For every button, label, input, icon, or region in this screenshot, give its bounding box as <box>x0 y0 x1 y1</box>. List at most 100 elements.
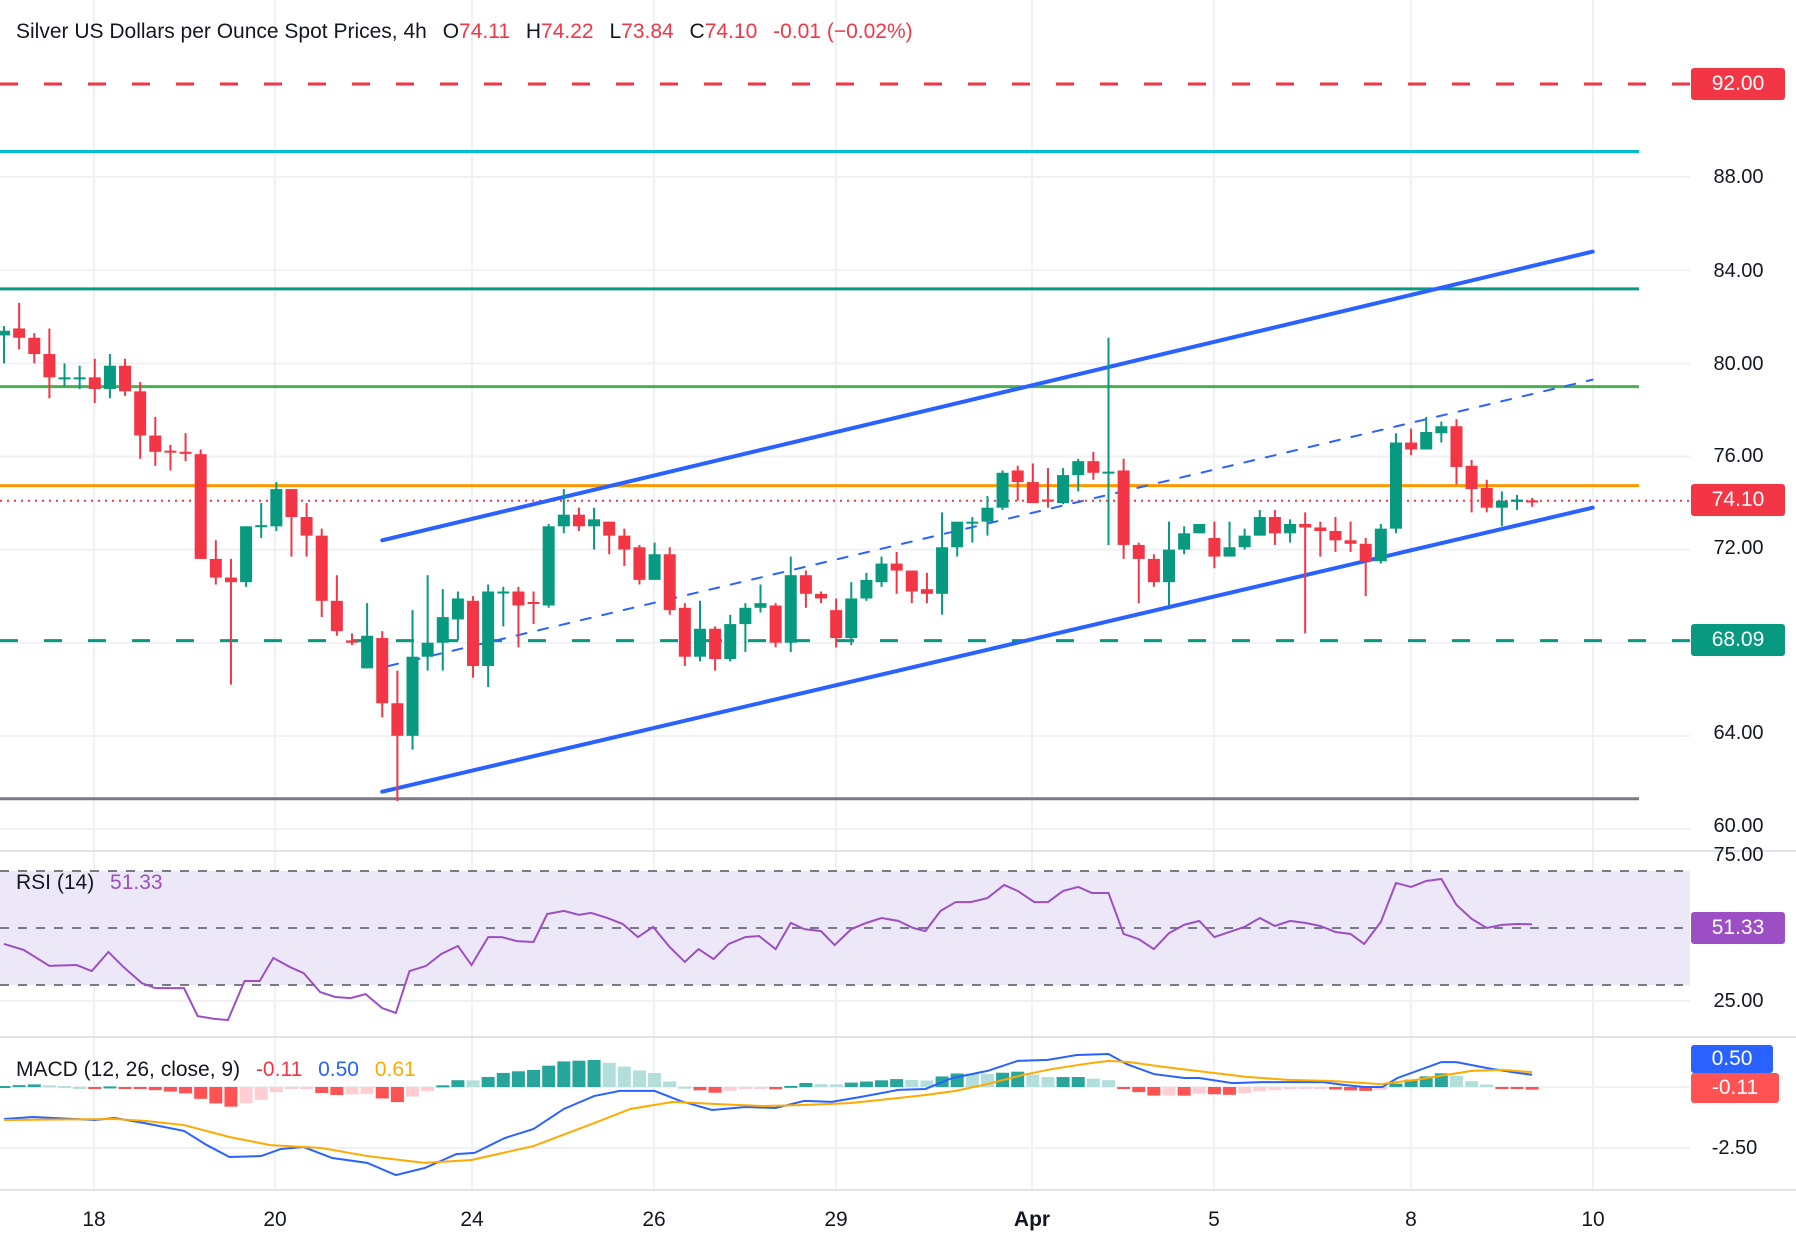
candle-body <box>421 642 434 657</box>
macd-histogram-bar <box>527 1069 541 1087</box>
signal-line <box>3 1059 1533 1164</box>
macd-histogram-bar <box>1162 1087 1176 1096</box>
candle-body <box>300 517 313 536</box>
macd-title: MACD (12, 26, close, 9) <box>16 1058 241 1081</box>
candle-body <box>618 535 631 550</box>
macd-histogram-bar <box>769 1087 783 1090</box>
macd-histogram-bar <box>284 1087 298 1089</box>
low-label: L <box>609 20 622 43</box>
candle-body <box>255 525 268 528</box>
rsi-title: RSI (14) <box>16 871 95 894</box>
candle-body <box>1299 523 1312 528</box>
macd-histogram-bar <box>315 1087 329 1093</box>
macd-legend[interactable]: MACD (12, 26, close, 9) -0.11 0.50 0.61 <box>16 1058 416 1082</box>
candle-body <box>527 601 540 604</box>
rsi-legend[interactable]: RSI (14) 51.33 <box>16 871 163 895</box>
candle-body <box>1193 523 1206 534</box>
candle-body <box>1253 517 1266 536</box>
candle-body <box>1041 499 1054 502</box>
macd-histogram-bar <box>88 1087 102 1089</box>
rsi-tick: 25.00 <box>1713 990 1764 1012</box>
macd-histogram-bar <box>663 1081 677 1087</box>
price-tick: 64.00 <box>1713 722 1764 744</box>
macd-histogram-bar <box>1132 1087 1146 1093</box>
candle-body <box>88 377 101 389</box>
macd-histogram-bar <box>1374 1087 1388 1090</box>
candle-body <box>58 377 71 380</box>
candle-body <box>376 638 389 704</box>
macd-histogram-bar <box>814 1084 828 1087</box>
price-tick: 88.00 <box>1713 166 1764 188</box>
candle-body <box>482 591 495 666</box>
last-price-badge: 74.10 <box>1691 484 1785 516</box>
candle-body <box>497 591 510 594</box>
candle-body <box>149 435 162 452</box>
macd-histogram-bar <box>693 1087 707 1091</box>
macd-histogram-bar <box>118 1087 132 1089</box>
macd-histogram-bar <box>496 1072 510 1087</box>
macd-histogram-bar <box>12 1085 26 1088</box>
candle-body <box>542 526 555 606</box>
time-tick: 20 <box>263 1208 287 1231</box>
candle-body <box>1208 537 1221 557</box>
candle-body <box>179 451 192 454</box>
macd-histogram-bar <box>421 1087 435 1091</box>
macd-histogram-bar <box>617 1066 631 1087</box>
time-tick: 29 <box>824 1208 848 1231</box>
candle-body <box>1163 549 1176 583</box>
candle-body <box>996 472 1009 508</box>
macd-histogram-bar <box>1147 1087 1161 1096</box>
candle-body <box>28 337 41 355</box>
macd-histogram-bar <box>133 1087 147 1089</box>
channel-lower-line <box>380 505 1595 794</box>
candle-body <box>875 563 888 583</box>
macd-histogram-bar <box>194 1087 208 1099</box>
candle-body <box>603 521 616 536</box>
macd-histogram-bar <box>390 1087 404 1103</box>
candle-body <box>451 598 464 620</box>
candle-body <box>830 610 843 639</box>
macd-histogram-bar <box>799 1082 813 1087</box>
macd-histogram-bar <box>1268 1087 1282 1091</box>
candle-body <box>709 628 722 660</box>
candle-body <box>724 624 737 660</box>
macd-histogram-bar <box>678 1086 692 1089</box>
macd-histogram-bar <box>163 1087 177 1092</box>
candle-body <box>270 489 283 527</box>
candle-body <box>361 635 374 669</box>
macd-histogram-bar <box>1359 1087 1373 1091</box>
close-value: 74.10 <box>704 20 758 43</box>
candle-body <box>1344 540 1357 544</box>
macd-histogram-bar <box>27 1084 41 1087</box>
candle-body <box>1374 528 1387 562</box>
macd-histogram-bar <box>708 1087 722 1093</box>
candle-body <box>43 354 56 378</box>
macd-histogram-bar <box>1480 1084 1494 1087</box>
macd-histogram-bar <box>1419 1076 1433 1087</box>
macd-histogram-bar <box>1192 1087 1206 1094</box>
time-tick: 5 <box>1208 1208 1220 1231</box>
candle-body <box>134 391 147 436</box>
candle-body <box>1314 527 1327 531</box>
candle-body <box>103 365 116 389</box>
candle-body <box>693 628 706 657</box>
macd-histogram-bar <box>1223 1087 1237 1095</box>
macd-histogram-bar <box>542 1065 556 1087</box>
candle-body <box>769 605 782 643</box>
price-tick: 76.00 <box>1713 445 1764 467</box>
open-label: O <box>442 20 460 43</box>
macd-histogram-bar <box>1313 1087 1327 1089</box>
candle-body <box>1147 558 1160 583</box>
macd-histogram-bar <box>1283 1087 1297 1090</box>
candle-body <box>1117 470 1130 545</box>
time-tick: 8 <box>1405 1208 1417 1231</box>
macd-histogram-bar <box>965 1073 979 1087</box>
symbol-title[interactable]: Silver US Dollars per Ounce Spot Prices,… <box>16 20 427 43</box>
macd-histogram-bar <box>1344 1087 1358 1091</box>
rsi-badge: 51.33 <box>1691 912 1785 944</box>
candle-body <box>678 607 691 657</box>
candle-body <box>1495 500 1508 508</box>
candle-body <box>739 607 752 625</box>
rsi-line <box>3 877 1533 1022</box>
